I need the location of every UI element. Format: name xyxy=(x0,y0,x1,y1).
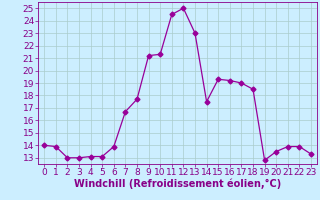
X-axis label: Windchill (Refroidissement éolien,°C): Windchill (Refroidissement éolien,°C) xyxy=(74,179,281,189)
